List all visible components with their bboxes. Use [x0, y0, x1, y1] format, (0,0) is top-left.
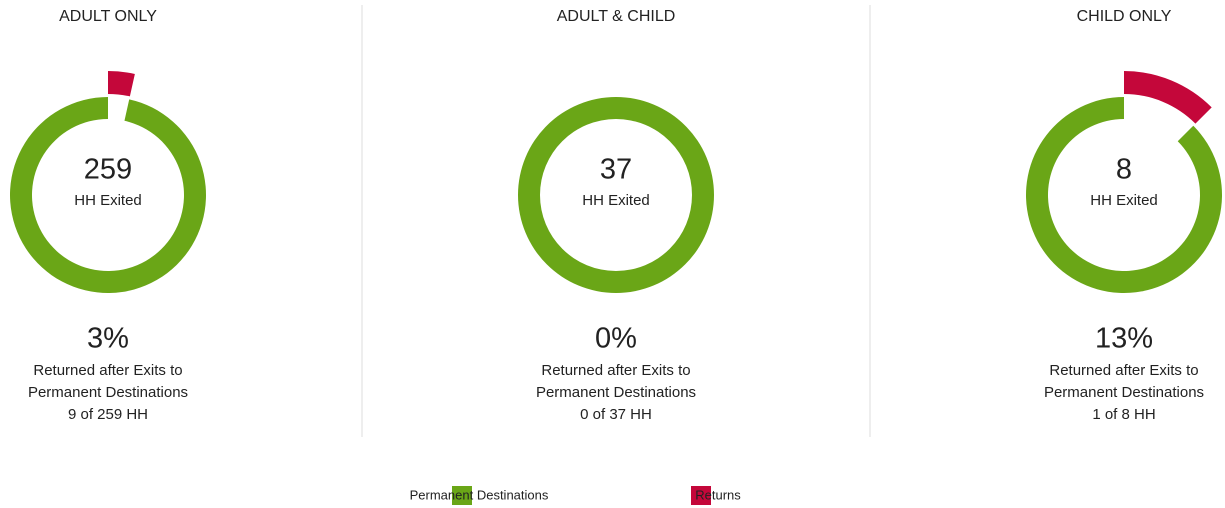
- panel-title: CHILD ONLY: [1077, 8, 1172, 25]
- stat: 13%: [1095, 323, 1153, 355]
- caption: Permanent Destinations: [28, 384, 188, 401]
- slice: [108, 71, 135, 97]
- stat: 0%: [595, 323, 637, 355]
- detail: 0 of 37 HH: [580, 406, 652, 423]
- caption: Permanent Destinations: [536, 384, 696, 401]
- center-value: 8: [1116, 154, 1132, 186]
- panel-title: ADULT ONLY: [59, 8, 157, 25]
- legend-label: Returns: [695, 487, 741, 502]
- center-label: HH Exited: [1090, 192, 1158, 209]
- center-label: HH Exited: [74, 192, 142, 209]
- caption: Returned after Exits to: [1049, 362, 1198, 379]
- legend-label: Permanent Destinations: [410, 487, 549, 502]
- caption: Returned after Exits to: [33, 362, 182, 379]
- legend-swatch: [691, 486, 711, 505]
- legend-swatch: [452, 486, 472, 505]
- caption: Permanent Destinations: [1044, 384, 1204, 401]
- slice: [1124, 71, 1212, 124]
- center-label: HH Exited: [582, 192, 650, 209]
- center-value: 37: [600, 154, 632, 186]
- center-value: 259: [84, 154, 132, 186]
- detail: 9 of 259 HH: [68, 406, 148, 423]
- panel-title: ADULT & CHILD: [557, 8, 676, 25]
- stat: 3%: [87, 323, 129, 355]
- detail: 1 of 8 HH: [1092, 406, 1155, 423]
- caption: Returned after Exits to: [541, 362, 690, 379]
